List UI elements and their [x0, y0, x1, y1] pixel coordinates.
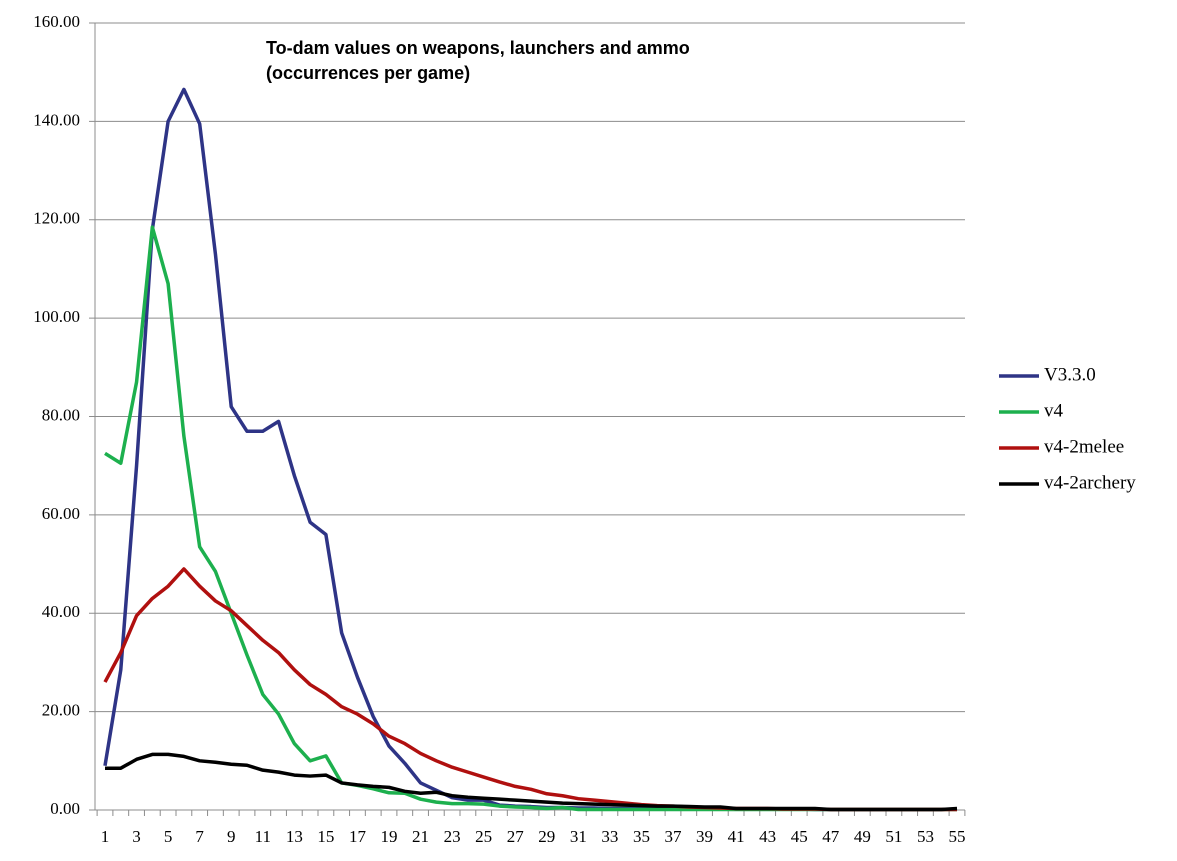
y-tick-label: 0.00	[50, 799, 80, 818]
x-tick-label: 55	[949, 827, 966, 846]
x-tick-label: 11	[255, 827, 271, 846]
x-tick-label: 9	[227, 827, 236, 846]
x-tick-label: 13	[286, 827, 303, 846]
y-tick-label: 120.00	[33, 209, 80, 228]
chart-title: To-dam values on weapons, launchers and …	[266, 38, 690, 58]
x-tick-label: 35	[633, 827, 650, 846]
y-tick-label: 100.00	[33, 307, 80, 326]
x-tick-label: 45	[791, 827, 808, 846]
legend-label: v4	[1044, 400, 1064, 421]
y-tick-label: 160.00	[33, 12, 80, 31]
x-tick-label: 1	[101, 827, 110, 846]
legend-label: v4-2melee	[1044, 436, 1124, 457]
x-tick-label: 47	[822, 827, 840, 846]
y-tick-label: 20.00	[42, 701, 80, 720]
series-line	[103, 87, 958, 812]
x-tick-label: 29	[538, 827, 555, 846]
chart-subtitle: (occurrences per game)	[266, 63, 470, 83]
x-tick-label: 21	[412, 827, 429, 846]
x-tick-label: 39	[696, 827, 713, 846]
x-tick-label: 17	[349, 827, 367, 846]
x-tick-label: 7	[195, 827, 204, 846]
x-tick-label: 19	[381, 827, 398, 846]
x-tick-label: 33	[601, 827, 618, 846]
x-tick-label: 53	[917, 827, 934, 846]
x-tick-label: 41	[728, 827, 745, 846]
y-tick-label: 60.00	[42, 504, 80, 523]
legend-label: v4-2archery	[1044, 472, 1136, 493]
x-tick-label: 23	[444, 827, 461, 846]
series-line	[103, 567, 957, 812]
x-tick-label: 51	[885, 827, 902, 846]
x-tick-label: 3	[132, 827, 141, 846]
x-tick-label: 49	[854, 827, 871, 846]
y-tick-label: 40.00	[42, 602, 80, 621]
x-tick-label: 5	[164, 827, 173, 846]
legend-label: V3.3.0	[1044, 364, 1096, 385]
series-line	[105, 752, 958, 812]
x-tick-label: 15	[317, 827, 334, 846]
x-tick-label: 27	[507, 827, 525, 846]
x-tick-label: 25	[475, 827, 492, 846]
series-line	[104, 225, 957, 812]
x-tick-label: 43	[759, 827, 776, 846]
x-tick-label: 37	[665, 827, 683, 846]
x-tick-label: 31	[570, 827, 587, 846]
y-tick-label: 80.00	[42, 405, 80, 424]
y-tick-label: 140.00	[33, 110, 80, 129]
